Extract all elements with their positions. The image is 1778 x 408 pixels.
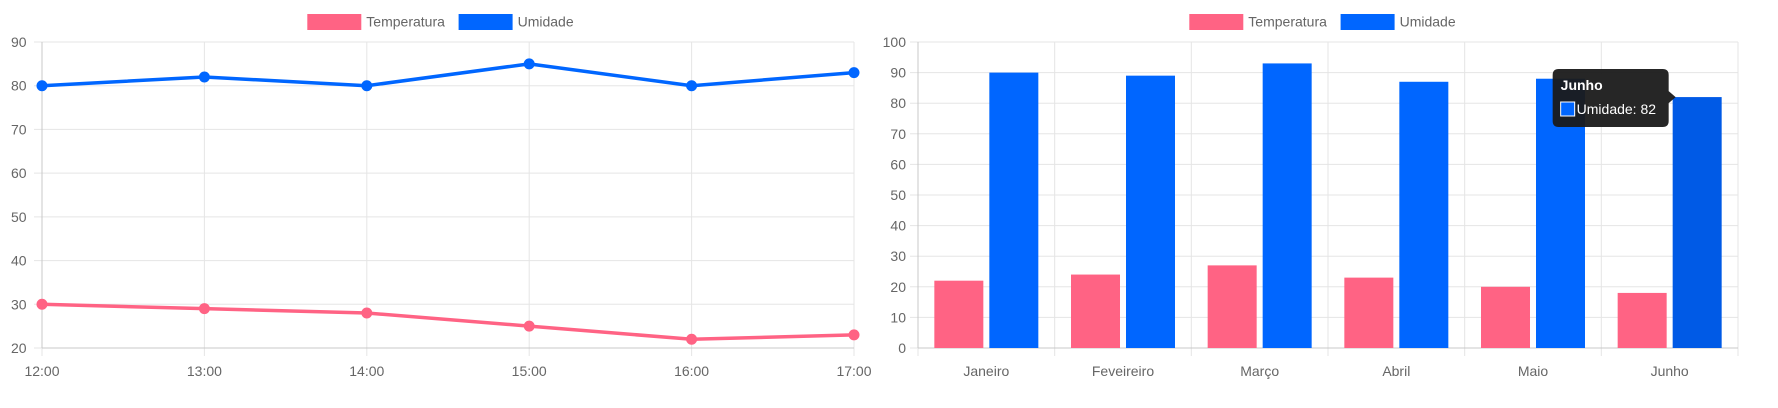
bar-temperatura[interactable] xyxy=(934,280,984,348)
bar-umidade[interactable] xyxy=(1399,81,1449,348)
x-tick-label: 17:00 xyxy=(836,363,871,379)
x-tick-label: Janeiro xyxy=(963,363,1009,379)
x-tick-label: Maio xyxy=(1518,363,1549,379)
legend-swatch-temperatura xyxy=(1189,14,1244,30)
data-point-umidade[interactable] xyxy=(361,80,373,92)
x-tick-label: Abril xyxy=(1382,363,1410,379)
data-point-umidade[interactable] xyxy=(36,80,48,92)
legend-label-umidade: Umidade xyxy=(518,14,574,30)
legend-swatch-umidade xyxy=(458,14,513,30)
tooltip-title: Junho xyxy=(1561,77,1603,93)
bar-umidade[interactable] xyxy=(989,72,1039,348)
tooltip-label: Umidade: 82 xyxy=(1577,101,1657,117)
y-tick-label: 60 xyxy=(890,156,906,172)
y-tick-label: 80 xyxy=(890,95,906,111)
y-tick-label: 80 xyxy=(11,78,27,94)
series-umidade xyxy=(36,58,860,92)
bar-temperatura[interactable] xyxy=(1617,292,1667,348)
y-tick-label: 50 xyxy=(11,209,27,225)
y-tick-label: 30 xyxy=(890,248,906,264)
series-temperatura xyxy=(36,298,860,345)
y-tick-label: 40 xyxy=(11,253,27,269)
series-line-umidade xyxy=(40,62,856,88)
x-tick-label: 12:00 xyxy=(24,363,59,379)
y-tick-label: 90 xyxy=(890,65,906,81)
y-tick-label: 50 xyxy=(890,187,906,203)
series-temperatura xyxy=(934,265,1667,348)
data-point-temperatura[interactable] xyxy=(198,303,210,315)
bar-chart: Temperatura Umidade 0 10 20 30 40 50 60 70 80 90 100… xyxy=(883,14,1739,379)
legend-swatch-temperatura xyxy=(307,14,362,30)
legend-item-temperatura[interactable]: Temperatura xyxy=(1189,14,1327,31)
series-line-temperatura xyxy=(40,302,856,342)
legend-label-temperatura: Temperatura xyxy=(366,14,445,30)
x-tick-label: 15:00 xyxy=(512,363,547,379)
bar-temperatura[interactable] xyxy=(1344,277,1394,348)
data-point-temperatura[interactable] xyxy=(36,298,48,310)
data-point-temperatura[interactable] xyxy=(523,320,535,332)
bar-temperatura[interactable] xyxy=(1071,274,1120,348)
data-point-umidade[interactable] xyxy=(523,58,535,70)
legend-item-temperatura[interactable]: Temperatura xyxy=(307,14,445,31)
data-point-umidade[interactable] xyxy=(686,80,698,92)
tooltip: Junho Umidade: 82 xyxy=(1552,69,1676,127)
series-umidade xyxy=(989,63,1722,349)
data-point-umidade[interactable] xyxy=(198,71,210,83)
y-tick-label: 70 xyxy=(11,121,27,137)
legend: Temperatura Umidade xyxy=(1189,14,1456,31)
y-tick-label: 100 xyxy=(883,34,907,50)
data-point-temperatura[interactable] xyxy=(686,333,698,345)
tooltip-swatch xyxy=(1560,101,1576,117)
line-chart: Temperatura Umidade 20 30 40 50 60 70 80 90 12:00 1… xyxy=(11,14,872,380)
x-tick-label: 13:00 xyxy=(187,363,222,379)
bar-umidade[interactable] xyxy=(1262,63,1312,349)
tooltip-box xyxy=(1552,69,1676,127)
x-tick-label: Março xyxy=(1240,363,1279,379)
y-tick-label: 30 xyxy=(11,296,27,312)
y-tick-label: 0 xyxy=(898,340,906,356)
bar-temperatura[interactable] xyxy=(1207,265,1257,348)
legend-label-temperatura: Temperatura xyxy=(1248,14,1327,30)
legend-item-umidade[interactable]: Umidade xyxy=(1340,14,1456,31)
x-tick-label: 14:00 xyxy=(349,363,384,379)
y-tick-label: 90 xyxy=(11,34,27,50)
y-tick-label: 40 xyxy=(890,218,906,234)
y-tick-label: 20 xyxy=(11,340,27,356)
data-point-temperatura[interactable] xyxy=(848,329,860,341)
x-tick-label: 16:00 xyxy=(674,363,709,379)
line-chart-grid xyxy=(34,41,855,356)
x-tick-label: Feveireiro xyxy=(1092,363,1154,379)
y-tick-label: 20 xyxy=(890,279,906,295)
data-point-umidade[interactable] xyxy=(848,67,860,79)
bar-umidade[interactable] xyxy=(1672,97,1722,348)
legend-label-umidade: Umidade xyxy=(1400,14,1456,30)
legend-swatch-umidade xyxy=(1340,14,1395,30)
y-tick-label: 10 xyxy=(890,309,906,325)
y-tick-label: 60 xyxy=(11,165,27,181)
legend: Temperatura Umidade xyxy=(307,14,574,31)
bar-temperatura[interactable] xyxy=(1481,286,1530,348)
x-tick-label: Junho xyxy=(1651,363,1689,379)
bar-umidade[interactable] xyxy=(1126,75,1175,348)
y-tick-label: 70 xyxy=(890,126,906,142)
legend-item-umidade[interactable]: Umidade xyxy=(458,14,574,31)
data-point-temperatura[interactable] xyxy=(361,307,373,319)
